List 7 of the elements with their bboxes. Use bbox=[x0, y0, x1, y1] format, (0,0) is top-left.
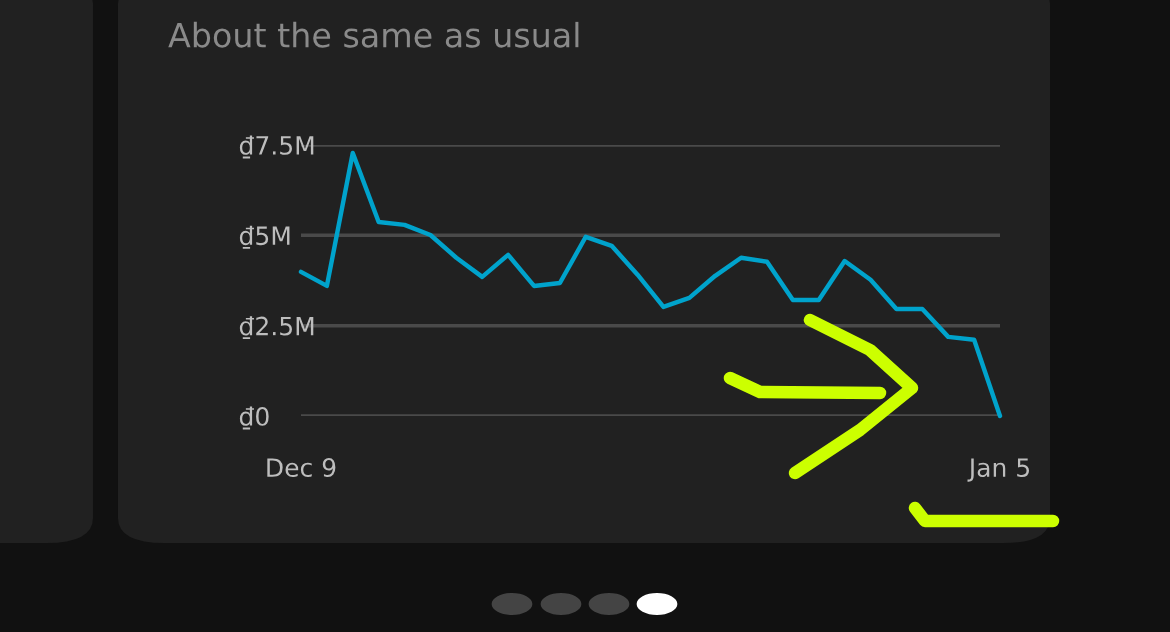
x-tick-label: Dec 9 bbox=[267, 458, 336, 478]
y-tick-label: ₫5M bbox=[239, 225, 290, 249]
chart-title: About the same as usual bbox=[168, 21, 579, 48]
y-tick-label: ₫2.5M bbox=[239, 316, 314, 340]
y-tick-label: ₫7.5M bbox=[239, 135, 314, 159]
x-tick-label: Jan 5 bbox=[967, 458, 1030, 482]
y-tick-label: ₫0 bbox=[239, 406, 269, 430]
